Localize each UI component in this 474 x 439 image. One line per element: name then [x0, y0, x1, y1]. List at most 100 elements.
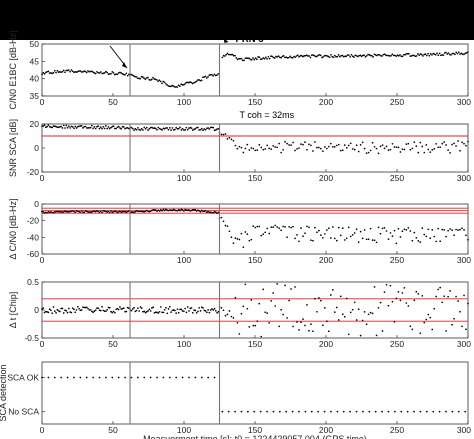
data-point — [74, 311, 77, 314]
data-point — [290, 288, 292, 290]
data-point — [59, 126, 61, 128]
data-point — [465, 328, 467, 331]
data-point — [158, 79, 161, 82]
data-point — [381, 410, 383, 413]
data-point — [387, 410, 390, 413]
data-point — [372, 56, 374, 58]
data-point — [148, 210, 151, 213]
y-axis-label: Δ t [Chip] — [8, 292, 18, 329]
data-point — [290, 56, 293, 59]
data-point — [409, 230, 412, 232]
data-point — [212, 126, 215, 129]
data-point — [284, 284, 286, 287]
data-point — [377, 306, 380, 309]
data-point — [171, 309, 174, 312]
data-point — [217, 127, 220, 130]
data-point — [101, 72, 103, 75]
data-point — [126, 306, 129, 309]
data-point — [363, 311, 366, 313]
data-point — [306, 225, 308, 228]
data-point — [419, 332, 422, 335]
data-point — [52, 125, 55, 127]
data-point — [61, 211, 64, 213]
data-point — [454, 53, 456, 56]
data-point — [252, 225, 255, 227]
data-point — [43, 311, 46, 314]
data-point — [317, 410, 320, 413]
data-point — [41, 308, 43, 311]
data-point — [465, 144, 467, 147]
data-point — [312, 330, 314, 333]
data-point — [246, 233, 249, 235]
data-point — [242, 151, 245, 154]
data-point — [98, 211, 101, 214]
data-point — [73, 127, 75, 130]
data-point — [240, 146, 243, 149]
data-point — [93, 210, 96, 212]
x-tick-labels: 0 100 150 200 250 300 — [40, 251, 471, 265]
data-point — [157, 126, 160, 129]
data-point — [162, 208, 165, 211]
data-point — [179, 126, 181, 129]
data-point — [457, 51, 460, 54]
data-point — [180, 83, 183, 86]
data-point — [363, 54, 366, 57]
data-point — [459, 53, 461, 55]
data-point — [377, 53, 380, 56]
data-point — [310, 410, 313, 413]
data-point — [87, 307, 89, 310]
data-point — [163, 308, 166, 311]
data-points — [41, 376, 467, 413]
data-point — [365, 238, 368, 241]
data-point — [64, 210, 66, 212]
data-point — [318, 297, 320, 299]
data-point — [429, 52, 432, 55]
data-point — [453, 142, 455, 145]
y-tick-label: 35 — [30, 91, 40, 101]
data-point — [156, 128, 158, 131]
data-point — [167, 209, 170, 212]
x-tick-label: 50 — [108, 339, 118, 349]
data-point — [84, 125, 87, 128]
data-point — [308, 226, 310, 229]
data-point — [325, 54, 327, 57]
data-point — [224, 314, 227, 317]
data-point — [162, 376, 165, 379]
data-point — [53, 376, 56, 379]
data-point — [46, 70, 48, 73]
data-point — [249, 58, 252, 61]
data-point — [188, 310, 190, 312]
data-point — [252, 324, 255, 327]
data-point — [394, 54, 396, 57]
data-point — [170, 129, 172, 131]
data-point — [183, 210, 185, 212]
data-point — [371, 141, 374, 144]
data-point — [135, 128, 138, 131]
x-tick-label: 200 — [319, 425, 333, 435]
data-point — [417, 240, 420, 242]
data-point — [377, 226, 380, 229]
y-tick-label: 50 — [30, 39, 40, 49]
data-point — [420, 53, 423, 56]
data-point — [329, 142, 332, 145]
data-point — [268, 232, 271, 235]
data-point — [272, 56, 275, 59]
data-point — [56, 210, 59, 213]
data-point — [399, 299, 402, 302]
data-point — [62, 211, 65, 213]
data-point — [171, 127, 174, 129]
data-point — [149, 376, 152, 379]
data-point — [226, 225, 229, 228]
data-points — [41, 51, 469, 88]
data-point — [240, 312, 243, 315]
data-point — [56, 126, 59, 129]
data-point — [60, 125, 63, 128]
data-point — [137, 307, 139, 310]
data-point — [145, 310, 148, 313]
data-point — [78, 125, 80, 128]
data-point — [456, 52, 459, 55]
data-point — [222, 309, 225, 312]
data-point — [329, 294, 332, 296]
data-point — [114, 127, 116, 130]
